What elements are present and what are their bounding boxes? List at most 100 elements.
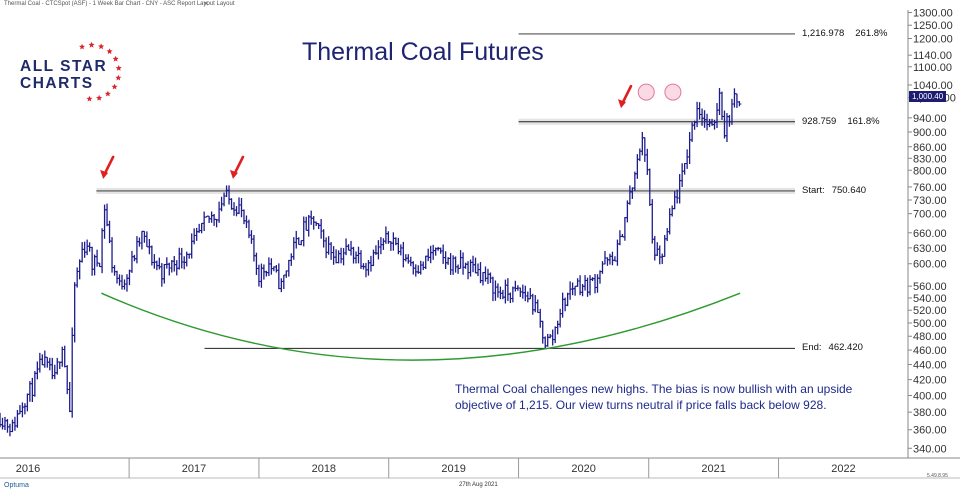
ohlc-bar <box>461 252 466 275</box>
ohlc-bar <box>115 270 120 284</box>
ohlc-bar <box>27 381 32 402</box>
ohlc-bar <box>177 247 182 270</box>
ohlc-bar <box>344 238 349 256</box>
ohlc-bar <box>326 236 331 255</box>
ohlc-bar <box>490 276 495 302</box>
ohlc-bar <box>632 171 637 191</box>
y-tick-label: 1140.00 <box>913 50 952 62</box>
logo-star-icon <box>88 41 95 48</box>
ohlc-bar <box>421 261 426 271</box>
ohlc-bar <box>30 377 35 403</box>
ohlc-bar <box>134 236 139 264</box>
ohlc-bar <box>47 357 52 371</box>
ohlc-bar <box>485 268 490 285</box>
ohlc-bar <box>480 272 485 286</box>
y-tick-label: 520.00 <box>913 305 947 317</box>
logo-text-line2: CHARTS <box>20 75 94 92</box>
ohlc-bar <box>398 244 403 256</box>
annotation-circles <box>637 83 682 101</box>
ohlc-bar <box>593 274 598 294</box>
y-tick-label: 420.00 <box>913 375 947 387</box>
ohlc-bar <box>687 131 692 165</box>
ohlc-bar <box>575 278 580 287</box>
ohlc-bar <box>249 230 254 244</box>
ohlc-bar <box>199 222 204 234</box>
close-icon[interactable]: ✕ <box>203 1 209 8</box>
ohlc-bar <box>383 226 388 244</box>
ohlc-bar <box>508 292 513 304</box>
ohlc-bar <box>334 249 339 264</box>
ohlc-bar <box>523 285 528 302</box>
level-value: 928.759 <box>802 115 837 127</box>
ohlc-bar <box>276 263 281 290</box>
ohlc-bar <box>607 253 612 265</box>
ohlc-bar <box>670 205 675 217</box>
ohlc-bar <box>667 208 672 235</box>
logo-star-icon <box>98 43 105 50</box>
ohlc-bar <box>279 278 284 293</box>
ohlc-bar <box>368 255 373 272</box>
y-tick-label: 340.00 <box>913 443 947 455</box>
chart-header-caption: Thermal Coal - CTCSpot (ASF) - 1 Week Ba… <box>4 1 235 7</box>
ohlc-bar <box>610 251 615 266</box>
y-tick-label: 400.00 <box>913 390 947 402</box>
ohlc-bar <box>137 237 142 247</box>
ohlc-bar <box>232 202 237 216</box>
last-price-badge: 1,000.40 <box>909 90 947 102</box>
y-tick-label: 760.00 <box>913 182 947 194</box>
ohlc-bar <box>77 259 82 280</box>
ohlc-bar <box>234 206 239 217</box>
y-tick-label: 1100.00 <box>913 62 952 74</box>
ohlc-bar <box>281 274 286 290</box>
ohlc-bar <box>346 244 351 251</box>
ohlc-bar <box>525 291 530 303</box>
logo-text-line1: ALL STAR <box>20 58 108 75</box>
level-tag: 261.8% <box>855 27 888 39</box>
y-tick-label: 440.00 <box>913 360 947 372</box>
ohlc-bar <box>371 249 376 267</box>
ohlc-bar <box>500 289 505 300</box>
ohlc-bar <box>105 203 110 227</box>
ohlc-bar <box>194 227 199 241</box>
ohlc-bar <box>296 237 301 246</box>
ohlc-bar <box>483 266 488 282</box>
ohlc-bar <box>87 242 92 252</box>
ohlc-bar <box>319 218 324 239</box>
y-tick-label: 800.00 <box>913 165 947 177</box>
ohlc-bar <box>685 149 690 169</box>
ohlc-bar <box>665 228 670 242</box>
ohlc-bar <box>595 274 600 293</box>
ohlc-bar <box>22 403 27 415</box>
ohlc-bar <box>162 263 167 284</box>
ohlc-bar <box>70 327 75 418</box>
ohlc-bar <box>597 270 602 284</box>
ohlc-bar <box>662 234 667 257</box>
x-tick-label: 2019 <box>441 463 465 475</box>
ohlc-bar <box>441 244 446 264</box>
ohlc-bar <box>42 350 47 368</box>
y-tick-label: 380.00 <box>913 407 947 419</box>
ohlc-bar <box>75 267 80 288</box>
ohlc-bar <box>528 288 533 300</box>
y-tick-label: 660.00 <box>913 228 947 240</box>
ohlc-bar <box>553 326 558 344</box>
ohlc-bar <box>172 255 177 272</box>
footer-brand: Optuma <box>4 482 29 489</box>
logo-star-icon <box>104 90 111 97</box>
level-value: 1,216.978 <box>802 27 845 39</box>
ohlc-bar <box>732 88 737 108</box>
ohlc-bar <box>124 274 129 292</box>
ohlc-bar <box>585 277 590 297</box>
ohlc-bar <box>533 295 538 313</box>
ohlc-bar <box>473 257 478 274</box>
ohlc-bar <box>237 197 242 215</box>
ohlc-bar <box>132 254 137 262</box>
level-label: End: 462.420 <box>802 342 863 353</box>
ohlc-bar <box>164 257 169 269</box>
ohlc-bar <box>471 255 476 273</box>
ohlc-bar <box>0 417 5 430</box>
ohlc-bar <box>588 275 593 296</box>
ohlc-bar <box>72 282 77 343</box>
ohlc-bar <box>100 228 105 274</box>
